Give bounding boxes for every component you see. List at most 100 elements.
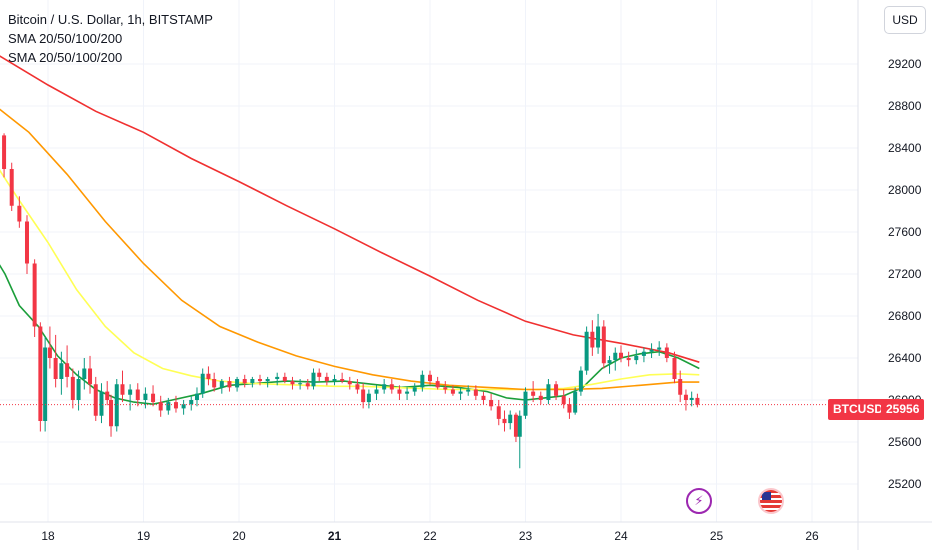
candle <box>561 389 566 409</box>
candle <box>613 347 618 371</box>
y-tick-label: 27200 <box>888 267 922 281</box>
candle <box>496 400 501 426</box>
candle <box>443 381 448 394</box>
candle <box>324 372 329 386</box>
candle <box>458 387 463 400</box>
candle <box>546 379 551 405</box>
x-tick-label: 20 <box>232 529 246 543</box>
candle <box>619 345 623 363</box>
candle <box>59 351 64 395</box>
last-price-label: 25956 <box>881 399 925 420</box>
lightning-icon[interactable]: ⚡ <box>686 488 712 514</box>
candle <box>212 372 217 392</box>
candle <box>135 383 140 407</box>
candle <box>355 379 360 394</box>
candle <box>450 385 455 396</box>
candle <box>340 372 345 384</box>
candle <box>634 349 639 365</box>
y-tick-label: 29200 <box>888 57 922 71</box>
candle <box>181 400 186 415</box>
candle <box>311 368 316 390</box>
candle <box>265 376 270 388</box>
candle <box>678 370 683 403</box>
y-tick-label: 25600 <box>888 435 922 449</box>
candle <box>128 384 133 411</box>
candle <box>173 395 178 413</box>
candle <box>382 379 387 394</box>
indicator-label[interactable]: SMA 20/50/100/200 <box>8 50 123 65</box>
x-tick-label: 21 <box>328 529 342 543</box>
candle <box>695 393 700 408</box>
candle <box>219 379 224 394</box>
candle <box>32 259 37 337</box>
candle <box>275 372 280 386</box>
x-tick-label: 18 <box>41 529 55 543</box>
candle <box>332 374 337 386</box>
candle <box>435 376 440 390</box>
us-flag-icon[interactable] <box>758 488 784 514</box>
y-tick-label: 26800 <box>888 309 922 323</box>
candle <box>151 385 156 407</box>
x-tick-label: 25 <box>710 529 724 543</box>
candle <box>607 355 612 374</box>
candle <box>473 385 478 400</box>
candle <box>258 374 263 386</box>
candle <box>105 381 110 406</box>
candle <box>538 391 543 405</box>
candle <box>428 370 432 386</box>
candle <box>523 387 528 419</box>
x-tick-label: 19 <box>137 529 151 543</box>
candle <box>601 320 606 369</box>
candle <box>109 394 114 437</box>
candle <box>502 410 507 432</box>
candle <box>82 358 87 390</box>
candle <box>235 376 240 392</box>
candle <box>672 351 677 384</box>
candle <box>189 395 194 411</box>
candle <box>206 366 211 386</box>
candle <box>120 370 125 403</box>
symbol-title: Bitcoin / U.S. Dollar, 1h, BITSTAMP <box>8 12 213 27</box>
y-tick-label: 26400 <box>888 351 922 365</box>
candle <box>649 343 654 358</box>
candle <box>405 387 410 400</box>
candle <box>584 326 589 375</box>
candle <box>166 397 171 415</box>
candle <box>88 355 93 394</box>
candle <box>489 393 494 411</box>
candle <box>567 397 572 419</box>
candle <box>590 320 595 356</box>
sma-line <box>0 108 700 391</box>
candle <box>158 395 163 417</box>
candle <box>290 376 295 390</box>
candle <box>93 376 98 421</box>
candle <box>397 385 402 400</box>
candle <box>76 370 81 411</box>
candle <box>2 133 7 178</box>
candle <box>65 345 70 388</box>
y-tick-label: 28800 <box>888 99 922 113</box>
candle <box>43 337 48 432</box>
candle <box>481 391 486 405</box>
candle <box>508 410 513 430</box>
candle <box>99 383 104 424</box>
candle <box>305 379 310 390</box>
candle <box>17 196 22 228</box>
candle <box>200 368 205 398</box>
candle <box>242 374 247 388</box>
candle <box>227 376 232 392</box>
indicator-label[interactable]: SMA 20/50/100/200 <box>8 31 123 46</box>
candle <box>317 368 322 382</box>
candle <box>47 326 52 369</box>
candle <box>641 347 646 363</box>
candle <box>578 366 583 396</box>
candle <box>554 381 559 400</box>
candle <box>114 379 119 432</box>
currency-button[interactable]: USD <box>884 6 926 34</box>
candle <box>143 387 148 409</box>
y-tick-label: 25200 <box>888 477 922 491</box>
candle <box>420 370 425 392</box>
candle <box>513 412 518 442</box>
candle <box>38 322 43 432</box>
